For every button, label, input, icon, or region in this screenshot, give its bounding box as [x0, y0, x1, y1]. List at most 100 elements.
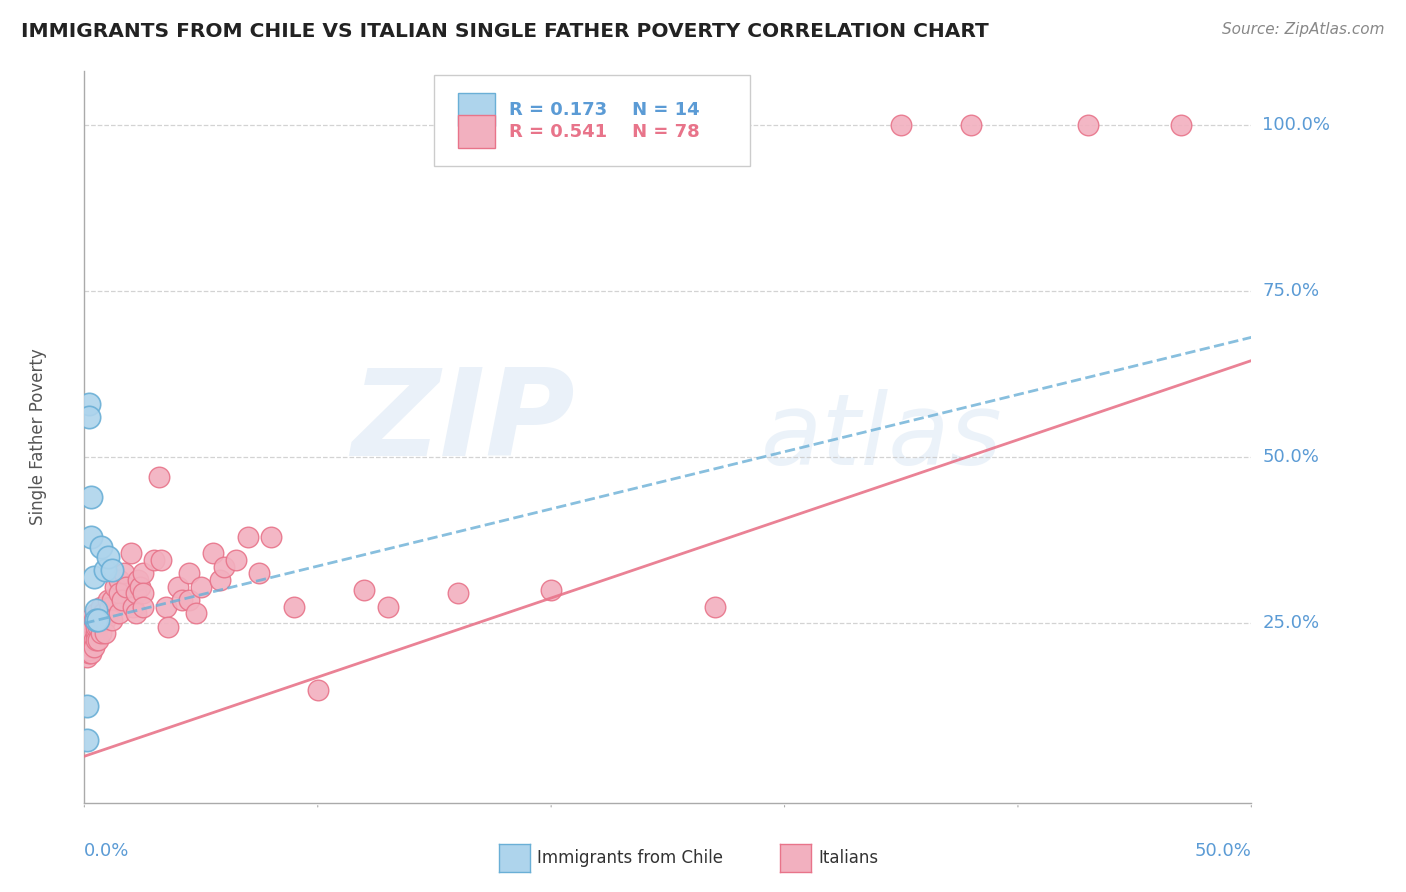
Point [83, 570, 105, 584]
Text: ZIP: ZIP [350, 364, 575, 481]
Point [97, 607, 120, 621]
Point [132, 566, 155, 581]
Point [1077, 118, 1099, 132]
Point [76, 649, 98, 664]
Point [132, 599, 155, 614]
Point [80, 490, 103, 504]
Point [83, 613, 105, 627]
Point [80, 632, 103, 647]
Point [90, 599, 112, 614]
Point [111, 593, 134, 607]
Point [76, 699, 98, 714]
Point [157, 619, 180, 633]
Text: R = 0.173    N = 14: R = 0.173 N = 14 [509, 101, 700, 119]
Text: 50.0%: 50.0% [1263, 448, 1319, 466]
Point [236, 530, 259, 544]
Point [101, 593, 124, 607]
Point [84, 603, 107, 617]
Point [84, 632, 107, 647]
Point [353, 582, 375, 597]
Point [307, 682, 329, 697]
Point [108, 573, 131, 587]
Text: R = 0.541    N = 78: R = 0.541 N = 78 [509, 123, 700, 141]
Point [104, 580, 127, 594]
Point [155, 599, 177, 614]
Point [77, 646, 100, 660]
Point [87, 613, 110, 627]
Point [91, 613, 114, 627]
Point [83, 640, 105, 654]
Point [208, 573, 231, 587]
Point [77, 397, 100, 411]
Point [179, 566, 201, 581]
Point [97, 593, 120, 607]
Point [143, 553, 166, 567]
Point [249, 566, 271, 581]
Point [201, 546, 224, 560]
Point [84, 626, 107, 640]
Point [125, 607, 148, 621]
Point [80, 646, 103, 660]
Point [127, 573, 149, 587]
Point [960, 118, 983, 132]
Point [214, 559, 236, 574]
FancyBboxPatch shape [458, 115, 495, 148]
Point [80, 530, 103, 544]
Point [283, 599, 305, 614]
Point [125, 586, 148, 600]
Point [98, 599, 121, 614]
Point [84, 607, 107, 621]
Point [260, 530, 283, 544]
Text: IMMIGRANTS FROM CHILE VS ITALIAN SINGLE FATHER POVERTY CORRELATION CHART: IMMIGRANTS FROM CHILE VS ITALIAN SINGLE … [21, 22, 988, 41]
Point [87, 613, 110, 627]
Text: 50.0%: 50.0% [1195, 842, 1251, 860]
Text: atlas: atlas [761, 389, 1002, 485]
Point [87, 632, 110, 647]
Point [77, 613, 100, 627]
Point [87, 619, 110, 633]
Point [76, 636, 98, 650]
Text: 0.0%: 0.0% [84, 842, 129, 860]
Text: 100.0%: 100.0% [1263, 116, 1330, 134]
Point [150, 553, 173, 567]
Text: 75.0%: 75.0% [1263, 282, 1320, 300]
Point [172, 593, 194, 607]
Point [94, 626, 117, 640]
Point [80, 640, 103, 654]
Point [90, 626, 112, 640]
Point [84, 619, 107, 633]
Text: 25.0%: 25.0% [1263, 615, 1320, 632]
Point [94, 613, 117, 627]
Point [77, 410, 100, 425]
Point [703, 599, 725, 614]
Text: Italians: Italians [818, 849, 879, 867]
Point [76, 732, 98, 747]
Point [120, 546, 142, 560]
Point [77, 643, 100, 657]
Text: Single Father Poverty: Single Father Poverty [28, 349, 46, 525]
Point [1170, 118, 1192, 132]
Point [83, 632, 105, 647]
Point [94, 563, 117, 577]
Point [132, 586, 155, 600]
Point [90, 540, 112, 554]
Point [80, 623, 103, 637]
Point [112, 566, 135, 581]
Point [186, 607, 208, 621]
Point [166, 580, 188, 594]
Point [108, 586, 131, 600]
Point [76, 640, 98, 654]
Point [101, 613, 124, 627]
Point [129, 580, 152, 594]
Point [97, 549, 120, 564]
Point [108, 607, 131, 621]
Point [115, 580, 138, 594]
Point [190, 580, 212, 594]
Point [77, 626, 100, 640]
Point [101, 563, 124, 577]
Point [148, 470, 170, 484]
Point [540, 582, 562, 597]
Point [84, 613, 107, 627]
Text: Source: ZipAtlas.com: Source: ZipAtlas.com [1222, 22, 1385, 37]
Text: Immigrants from Chile: Immigrants from Chile [537, 849, 723, 867]
